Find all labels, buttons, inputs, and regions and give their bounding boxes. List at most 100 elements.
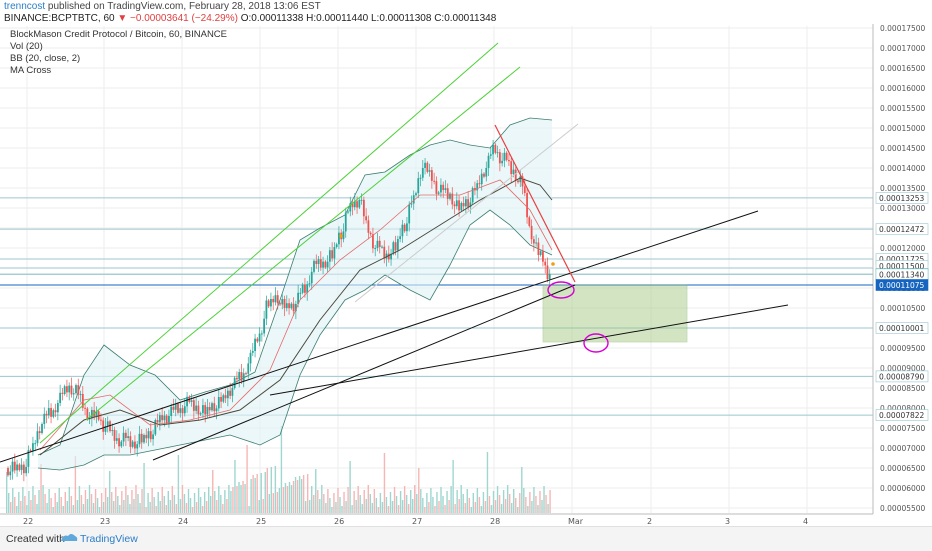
candle-body-30 xyxy=(75,385,77,394)
candle-body-138 xyxy=(319,259,322,268)
candle-body-37 xyxy=(90,410,93,419)
candle-body-231 xyxy=(530,225,533,240)
candle-body-69 xyxy=(163,415,166,421)
candle-body-192 xyxy=(442,184,445,190)
tradingview-brand[interactable]: TradingView xyxy=(80,533,138,545)
volume-bar-264 xyxy=(539,491,541,513)
signal-dot-1 xyxy=(339,234,343,238)
candle-body-193 xyxy=(444,188,447,190)
candle-body-70 xyxy=(165,415,168,424)
y-tick-label: 0.00016000 xyxy=(880,84,926,93)
candle-body-68 xyxy=(161,415,164,421)
candle-body-105 xyxy=(245,373,247,375)
volume-bar-146 xyxy=(300,479,303,513)
volume-bar-110 xyxy=(228,485,230,513)
volume-bar-187 xyxy=(383,453,386,513)
volume-bar-227 xyxy=(464,503,466,513)
candle-body-112 xyxy=(260,333,263,335)
volume-bar-252 xyxy=(515,498,517,513)
volume-bar-13 xyxy=(32,486,34,513)
y-tick-label: 0.00014000 xyxy=(880,164,926,173)
candle-body-56 xyxy=(134,441,136,449)
candle-body-81 xyxy=(190,400,193,402)
volume-bar-115 xyxy=(238,482,240,513)
volume-bar-93 xyxy=(193,493,196,513)
candle-body-48 xyxy=(115,438,118,441)
candle-body-195 xyxy=(449,193,451,199)
volume-bar-96 xyxy=(199,497,202,513)
author-name[interactable]: trenncost xyxy=(4,1,46,12)
volume-bar-203 xyxy=(416,494,418,513)
support-line-1 xyxy=(0,210,759,463)
x-tick-label: 25 xyxy=(256,517,266,526)
volume-bar-45 xyxy=(96,498,99,513)
bb-fill xyxy=(38,118,552,470)
red-downtrend xyxy=(494,124,576,283)
candle-body-42 xyxy=(102,420,105,432)
volume-bar-107 xyxy=(222,504,224,513)
candle-body-222 xyxy=(510,161,513,175)
candle-body-145 xyxy=(335,244,338,247)
legend-ma-cross[interactable]: MA Cross xyxy=(10,65,52,76)
candle-body-168 xyxy=(387,253,390,260)
volume-bar-89 xyxy=(185,503,188,513)
candle-body-84 xyxy=(197,405,200,415)
candle-body-239 xyxy=(548,274,551,280)
x-tick-label: 24 xyxy=(178,517,188,526)
price-label: 0.00011340 xyxy=(879,270,925,279)
y-tick-label: 0.00013000 xyxy=(880,204,926,213)
volume-bar-162 xyxy=(333,493,335,513)
volume-bar-211 xyxy=(432,497,434,513)
volume-bar-19 xyxy=(44,494,46,513)
price-label: 0.00012472 xyxy=(879,225,925,234)
candle-body-107 xyxy=(249,352,252,364)
candle-body-5 xyxy=(18,464,21,471)
bb-lower xyxy=(37,209,553,471)
candle-body-89 xyxy=(208,407,211,411)
candle-body-67 xyxy=(158,415,161,423)
y-tick-label: 0.00012000 xyxy=(880,244,926,253)
candle-body-225 xyxy=(517,180,519,183)
volume-bar-195 xyxy=(399,491,402,513)
volume-bar-22 xyxy=(50,498,52,513)
candle-body-102 xyxy=(238,372,241,380)
volume-bar-30 xyxy=(66,501,68,513)
candle-body-213 xyxy=(489,154,492,156)
y-tick-label: 0.00007000 xyxy=(880,444,926,453)
volume-bar-99 xyxy=(205,501,208,513)
volume-bar-172 xyxy=(353,491,355,513)
candle-body-115 xyxy=(267,300,270,307)
change-text: ▼ −0.00003641 (−24.29%) xyxy=(117,13,238,24)
volume-bar-205 xyxy=(420,489,422,513)
price-label: 0.00011500 xyxy=(879,262,925,271)
volume-bar-214 xyxy=(438,501,440,513)
volume-bar-196 xyxy=(401,500,404,513)
volume-bar-47 xyxy=(100,493,103,513)
legend-vol[interactable]: Vol (20) xyxy=(10,41,43,52)
candle-body-73 xyxy=(172,406,175,410)
candle-body-237 xyxy=(544,261,547,266)
candle-body-58 xyxy=(138,433,141,445)
volume-bar-163 xyxy=(335,502,337,513)
candle-body-124 xyxy=(288,303,290,309)
volume-bar-28 xyxy=(62,506,64,513)
legend-bb[interactable]: BB (20, close, 2) xyxy=(10,53,81,64)
volume-bar-241 xyxy=(492,491,495,513)
x-tick-label: 26 xyxy=(334,517,344,526)
volume-bar-266 xyxy=(543,486,545,513)
volume-bar-66 xyxy=(139,503,141,513)
volume-bar-112 xyxy=(232,487,234,513)
volume-bar-103 xyxy=(214,491,216,513)
volume-bar-233 xyxy=(476,488,479,513)
candle-body-7 xyxy=(22,464,25,474)
candle-body-43 xyxy=(104,426,107,432)
candle-body-150 xyxy=(347,211,349,213)
y-tick-label: 0.00015500 xyxy=(880,104,926,113)
volume-bar-101 xyxy=(210,496,212,513)
trend-lines xyxy=(0,42,789,463)
volume-bar-83 xyxy=(173,495,176,513)
volume-bar-193 xyxy=(395,496,398,513)
candle-body-132 xyxy=(306,284,309,293)
volume-bar-37 xyxy=(80,495,83,513)
